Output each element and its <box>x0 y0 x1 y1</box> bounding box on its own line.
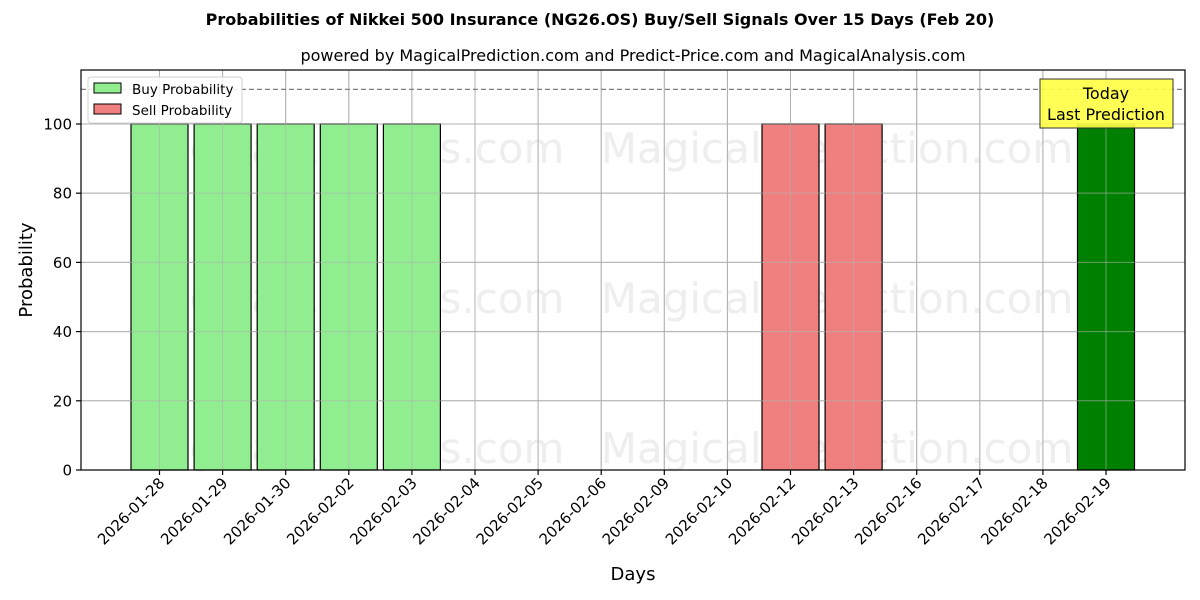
x-tick-label: 2026-01-29 <box>157 474 231 548</box>
x-tick-label: 2026-02-16 <box>851 474 925 548</box>
x-tick-label: 2026-02-02 <box>283 474 357 548</box>
legend: Buy Probability Sell Probability <box>87 76 243 124</box>
x-tick-label: 2026-02-19 <box>1040 474 1114 548</box>
x-tick-label: 2026-02-03 <box>346 474 420 548</box>
chart-title: Probabilities of Nikkei 500 Insurance (N… <box>205 10 995 29</box>
y-tick-label: 100 <box>43 115 72 133</box>
y-tick-label: 80 <box>53 185 72 203</box>
plot-frame <box>80 69 1186 471</box>
x-tick-label: 2026-02-05 <box>473 474 547 548</box>
legend-buy-swatch <box>93 82 122 94</box>
today-label-line1: Today <box>1082 84 1129 103</box>
legend-sell-swatch <box>93 103 122 115</box>
x-tick-label: 2026-02-06 <box>536 474 610 548</box>
x-tick-label: 2026-02-18 <box>977 474 1051 548</box>
y-tick-label: 60 <box>53 254 72 272</box>
x-tick-label: 2026-02-17 <box>914 474 988 548</box>
y-tick-label: 20 <box>53 392 72 410</box>
x-tick-label: 2026-02-04 <box>409 474 483 548</box>
today-annotation: Today Last Prediction <box>1039 78 1174 129</box>
y-axis-label: Probability <box>16 222 37 317</box>
x-tick-label: 2026-02-09 <box>599 474 673 548</box>
today-label-line2: Last Prediction <box>1047 105 1165 124</box>
x-axis-label: Days <box>611 564 656 585</box>
y-tick-label: 40 <box>53 323 72 341</box>
x-tick-label: 2026-02-13 <box>788 474 862 548</box>
y-tick-label: 0 <box>62 462 72 480</box>
x-tick-label: 2026-01-28 <box>94 474 168 548</box>
chart-subtitle: powered by MagicalPrediction.com and Pre… <box>300 46 966 65</box>
legend-buy-label: Buy Probability <box>132 82 233 98</box>
x-tick-label: 2026-02-10 <box>662 474 736 548</box>
legend-sell-label: Sell Probability <box>132 103 232 119</box>
x-tick-label: 2026-02-12 <box>725 474 799 548</box>
x-tick-label: 2026-01-30 <box>220 474 294 548</box>
